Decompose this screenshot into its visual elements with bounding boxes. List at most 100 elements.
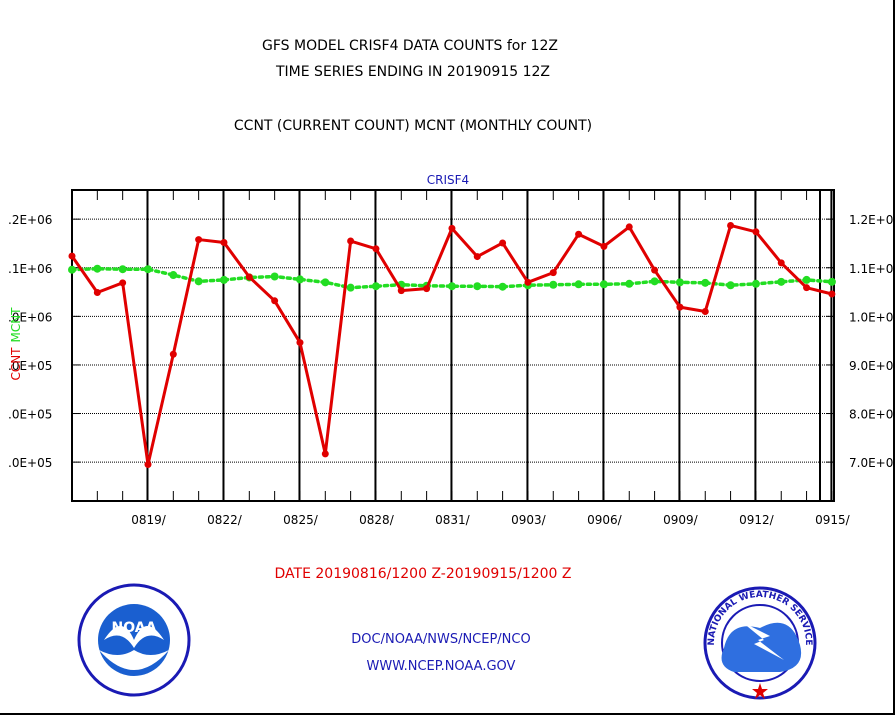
mcnt-point	[777, 277, 786, 286]
chart-title-line2: TIME SERIES ENDING IN 20190915 12Z	[276, 64, 550, 80]
noaa-logo: NOAA	[77, 583, 191, 697]
ccnt-point	[803, 284, 811, 292]
ccnt-point	[549, 269, 557, 277]
mcnt-point	[802, 275, 811, 284]
ccnt-point	[524, 278, 532, 286]
x-tick-label: 0909/	[663, 513, 699, 527]
mcnt-point	[118, 265, 127, 274]
chart-title-line3: CCNT (CURRENT COUNT) MCNT (MONTHLY COUNT…	[233, 118, 593, 134]
mcnt-point	[675, 278, 684, 287]
y-tick-label-right: 8.0E+0	[849, 408, 893, 422]
x-tick-label: 0903/	[511, 513, 547, 527]
ccnt-point	[245, 273, 253, 281]
y-tick-label-left: .0E+05	[8, 456, 52, 470]
ccnt-point	[777, 259, 785, 267]
ccnt-point	[347, 237, 355, 245]
nws-logo: NATIONAL WEATHER SERVICE	[703, 586, 817, 700]
ccnt-point	[423, 285, 431, 293]
y-tick-label-left: .0E+05	[8, 359, 52, 373]
axis-tick-labels: .2E+06 1.2E+0 .1E+06 1.1E+0 .0E+06 1.0E+0 .0E+…	[8, 213, 893, 527]
ccnt-point	[727, 221, 735, 229]
chart-title-line1: GFS MODEL CRISF4 DATA COUNTS for 12Z	[262, 38, 558, 54]
ccnt-point	[625, 223, 633, 231]
mcnt-point	[143, 265, 152, 274]
mcnt-point	[650, 277, 659, 286]
y-tick-label-left: .0E+06	[8, 310, 52, 324]
mcnt-point	[701, 278, 710, 287]
mcnt-point	[295, 275, 304, 284]
mcnt-point	[473, 282, 482, 291]
ccnt-point	[575, 230, 583, 238]
y-tick-label-right: 9.0E+0	[849, 359, 893, 373]
y-tick-label-right: 7.0E+0	[849, 456, 893, 470]
ccnt-point	[68, 252, 76, 260]
ccnt-point	[448, 224, 456, 232]
mcnt-point	[68, 265, 76, 274]
ccnt-point	[701, 307, 709, 315]
x-tick-label: 0828/	[359, 513, 395, 527]
mcnt-point	[371, 282, 380, 291]
x-tick-label: 0825/	[283, 513, 319, 527]
mcnt-point	[549, 280, 558, 289]
ccnt-point	[372, 245, 380, 253]
ccnt-point	[499, 239, 507, 247]
ccnt-point	[119, 279, 127, 287]
mcnt-point	[447, 282, 456, 291]
mcnt-point	[346, 283, 355, 292]
mcnt-point	[498, 282, 507, 291]
series-mcnt	[68, 264, 836, 292]
mcnt-point	[93, 264, 102, 273]
ccnt-point	[676, 303, 684, 311]
mcnt-point	[827, 277, 836, 286]
y-tick-label-right: 1.2E+0	[849, 213, 893, 227]
x-tick-label: 0915/	[815, 513, 851, 527]
ccnt-point	[321, 450, 329, 458]
ccnt-point	[397, 287, 405, 295]
ccnt-point	[144, 461, 152, 469]
ccnt-point	[600, 242, 608, 250]
org-line: DOC/NOAA/NWS/NCEP/NCO	[351, 632, 531, 647]
mcnt-point	[574, 280, 583, 289]
y-tick-label-right: 1.1E+0	[849, 262, 893, 276]
y-label-ccnt: CCNT	[9, 347, 23, 381]
mcnt-point	[321, 278, 330, 287]
x-tick-label: 0822/	[207, 513, 243, 527]
x-tick-label: 0819/	[131, 513, 167, 527]
y-tick-label-right: 1.0E+0	[849, 310, 893, 324]
mcnt-point	[270, 272, 279, 281]
plot-title: CRISF4	[427, 173, 469, 187]
mcnt-point	[194, 277, 203, 286]
mcnt-point	[726, 281, 735, 290]
date-range: DATE 20190816/1200 Z-20190915/1200 Z	[274, 566, 572, 582]
x-tick-label: 0906/	[587, 513, 623, 527]
noaa-logo-text: NOAA	[112, 620, 157, 636]
ccnt-point	[220, 238, 228, 246]
mcnt-point	[751, 279, 760, 288]
x-tick-label: 0912/	[739, 513, 775, 527]
mcnt-point	[625, 279, 634, 288]
y-tick-label-left: .2E+06	[8, 213, 52, 227]
mcnt-point	[169, 271, 178, 280]
ccnt-point	[828, 290, 836, 298]
y-label-mcnt: MCNT	[9, 307, 23, 343]
y-tick-label-left: .0E+05	[8, 408, 52, 422]
ccnt-point	[93, 289, 101, 297]
y-tick-label-left: .1E+06	[8, 262, 52, 276]
ccnt-point	[296, 339, 304, 347]
x-tick-label: 0831/	[435, 513, 471, 527]
mcnt-point	[599, 280, 608, 289]
website-url: WWW.NCEP.NOAA.GOV	[366, 659, 516, 674]
ccnt-point	[752, 228, 760, 236]
axis-ticks	[71, 190, 834, 501]
series-ccnt	[68, 221, 836, 469]
ccnt-point	[651, 266, 659, 274]
mcnt-point	[219, 275, 228, 284]
ccnt-point	[473, 253, 481, 261]
plot-area	[71, 189, 835, 502]
ccnt-point	[271, 297, 279, 305]
grid-lines	[72, 190, 834, 501]
ccnt-point	[195, 236, 203, 244]
ccnt-point	[169, 350, 177, 358]
